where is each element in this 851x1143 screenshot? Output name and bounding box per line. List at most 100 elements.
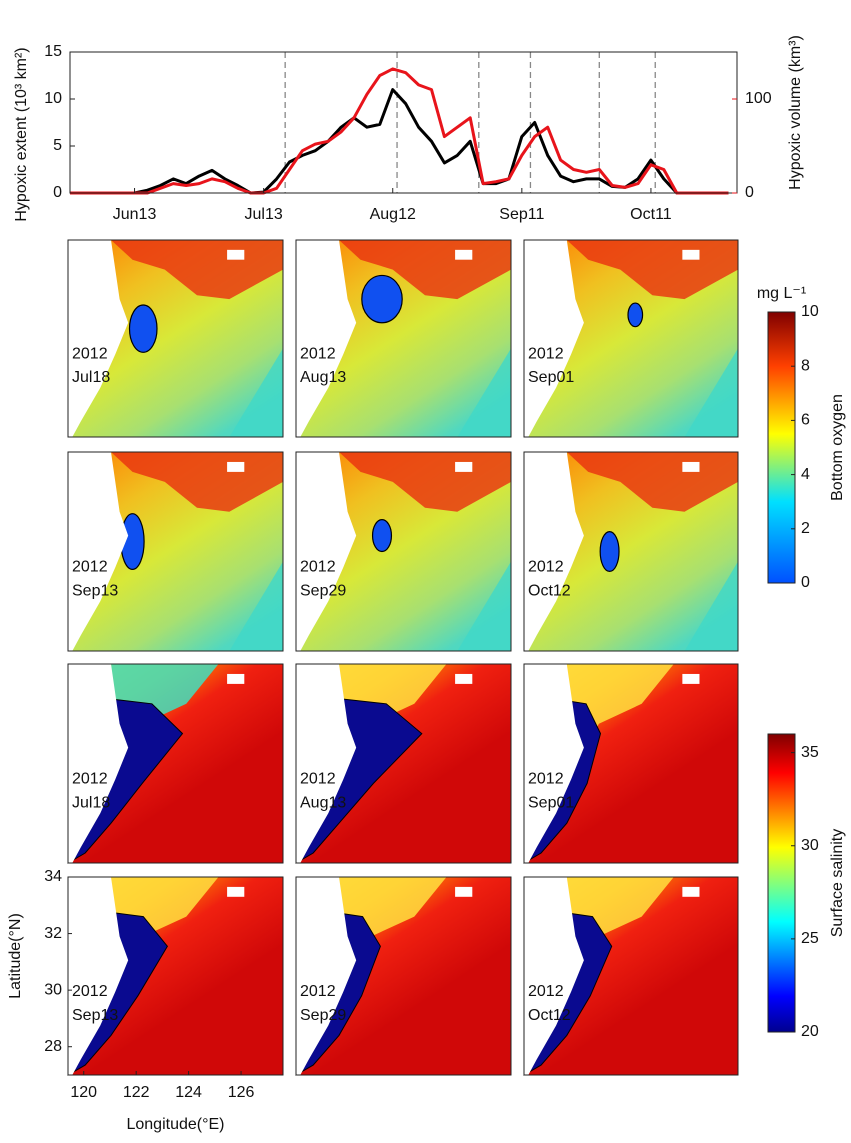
panel-date: Oct12 [528,1007,571,1024]
lon-axis-label: Longitude(°E) [126,1116,224,1133]
colorbar-title: Surface salinity [829,829,846,938]
map-panel: 2012 Sep13 [67,876,284,1076]
y-tick-label: 15 [44,43,62,60]
map-panel: 2012 Jul18 [67,663,284,864]
panel-year: 2012 [72,345,108,362]
low-oxygen [457,561,511,651]
y2-tick-label: 100 [745,90,772,107]
series-line [70,67,729,195]
panel-date: Sep29 [300,1007,346,1024]
panel-frame [67,451,284,652]
panel-year: 2012 [300,345,336,362]
x-tick-label: Jul13 [245,206,283,223]
fresh-shelf [566,877,674,976]
panel-date: Sep01 [528,369,574,386]
panel-year: 2012 [300,771,336,788]
land [68,664,129,863]
panel-year: 2012 [300,983,336,1000]
panel-year: 2012 [72,559,108,576]
island [455,461,473,472]
colorbar-tick-label: 6 [801,412,810,429]
fresh-shelf [339,877,447,976]
panel-frame [67,663,284,864]
low-oxygen [684,348,738,437]
panel-frame [295,876,512,1076]
lat-axis-label: Latitude(°N) [7,913,24,999]
hypoxic-zone [128,304,158,353]
colorbar-tick-label: 0 [801,574,810,591]
land [296,452,357,651]
x-tick-label: Jun13 [113,206,157,223]
colorbar-tick-label: 35 [801,744,819,761]
y-axis-label: Hypoxic extent (10³ km²) [13,47,30,221]
low-oxygen [684,561,738,651]
lon-tick-label: 126 [228,1084,255,1101]
map-panel: 2012 Sep01 [523,663,739,864]
panel-year: 2012 [528,559,564,576]
lon-tick-label: 124 [175,1084,202,1101]
x-tick-label: Oct11 [630,206,672,223]
panel-frame [295,451,512,652]
island [682,249,700,260]
lon-tick-label: 120 [70,1084,97,1101]
fresh-shelf [111,664,219,764]
panel-date: Aug13 [300,795,346,812]
map-panel: 2012 Sep13 [67,451,284,652]
map-panel: 2012 Aug13 [295,239,512,438]
colorbar-title: Bottom oxygen [829,394,846,501]
map-panel: 2012 Sep29 [295,451,512,652]
lat-tick-label: 28 [44,1038,62,1055]
island [227,673,245,684]
island [682,886,700,897]
panel-date: Sep29 [300,583,346,600]
map-panel: 2012 Oct12 [523,876,739,1076]
land [68,240,129,437]
fresh-shelf [566,664,674,764]
y-tick-label: 10 [44,90,62,107]
land [524,877,584,1075]
map-panel: 2012 Jul18 [67,239,284,438]
panel-frame [523,451,739,652]
island [455,249,473,260]
panel-frame [295,663,512,864]
lat-tick-label: 32 [44,925,62,942]
panel-frame [523,239,739,438]
panel-year: 2012 [300,559,336,576]
land [524,664,584,863]
panel-frame [523,663,739,864]
series-line [70,88,729,195]
island [227,249,245,260]
panel-date: Aug13 [300,369,346,386]
panel-date: Jul18 [72,369,110,386]
x-tick-label: Aug12 [370,206,416,223]
colorbar-tick-label: 8 [801,357,810,374]
panel-year: 2012 [72,983,108,1000]
island [455,886,473,897]
panel-frame [67,876,284,1076]
colorbar-tick-label: 20 [801,1023,819,1040]
fresh-shelf [111,877,219,976]
hypoxic-zone [361,274,403,324]
colorbar [767,311,796,584]
hypoxic-zone [371,519,393,553]
island [227,461,245,472]
colorbar-tick-label: 30 [801,837,819,854]
colorbar-tick-label: 10 [801,303,819,320]
colorbar-unit: mg L⁻¹ [757,285,806,302]
map-panel: 2012 Sep01 [523,239,739,438]
panel-date: Sep13 [72,583,118,600]
colorbar [767,733,796,1033]
map-panel: 2012 Aug13 [295,663,512,864]
land [68,452,129,651]
land [524,240,584,437]
y-tick-label: 0 [53,184,62,201]
island [682,461,700,472]
land [524,452,584,651]
panel-date: Oct12 [528,583,571,600]
hypoxic-zone [599,530,620,572]
lat-tick-label: 30 [44,981,62,998]
panel-year: 2012 [528,771,564,788]
panel-frame [67,239,284,438]
panel-date: Jul18 [72,795,110,812]
